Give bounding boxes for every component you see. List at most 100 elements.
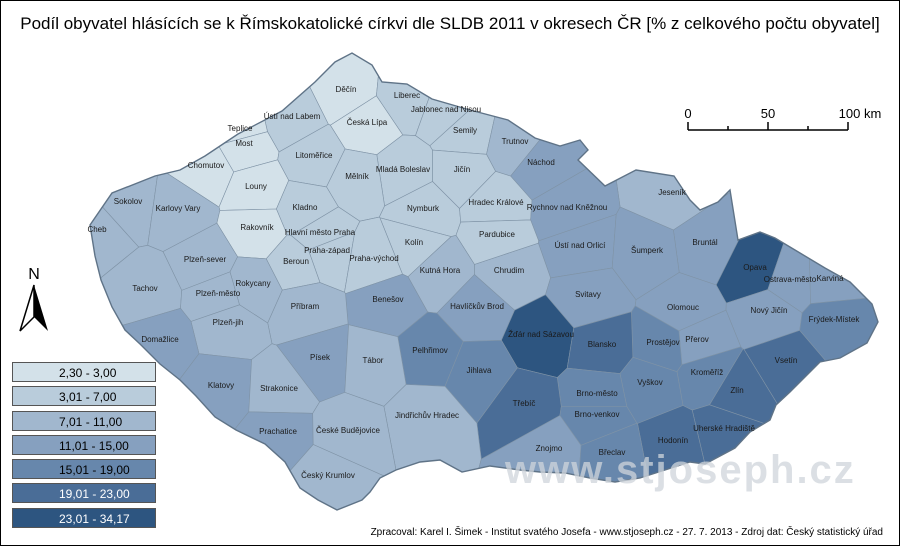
- district-label: Přerov: [685, 335, 709, 344]
- district-label: Třebíč: [513, 399, 536, 408]
- north-label: N: [28, 266, 40, 283]
- district-label: Děčín: [336, 85, 357, 94]
- district-label: Ústí nad Orlicí: [555, 241, 606, 250]
- country-outline: [89, 52, 879, 511]
- district-label: Jindřichův Hradec: [395, 411, 459, 420]
- district-label: Semily: [453, 126, 477, 135]
- district-label: Ústí nad Labem: [264, 112, 321, 121]
- district-label: Prachatice: [259, 427, 297, 436]
- district-label: Tábor: [363, 356, 384, 365]
- district-label: Pardubice: [479, 230, 516, 239]
- district-label: Hradec Králové: [468, 198, 524, 207]
- district-label: Benešov: [372, 295, 403, 304]
- district-label: Blansko: [588, 340, 617, 349]
- district-label: Nový Jičín: [751, 306, 788, 315]
- district-label: Frýdek-Místek: [809, 315, 861, 324]
- district-label: Šumperk: [631, 246, 664, 255]
- district-label: Zlín: [730, 386, 743, 395]
- district-label: Karlovy Vary: [156, 204, 201, 213]
- district-label: Praha-západ: [304, 246, 350, 255]
- district-label: Litoměřice: [296, 151, 333, 160]
- legend-label: 15,01 - 19,00: [59, 463, 130, 478]
- district-label: Hlavní město Praha: [285, 228, 356, 237]
- district-label: Havlíčkův Brod: [450, 302, 504, 311]
- scale-tick-100: 100 km: [839, 106, 882, 121]
- district-label: Tachov: [132, 284, 157, 293]
- district-label: Příbram: [291, 302, 320, 311]
- scale-bar: 0 50 100 km: [684, 106, 882, 131]
- district-label: Kladno: [293, 203, 318, 212]
- district-label: Uherské Hradiště: [693, 424, 755, 433]
- district-label: Chrudim: [494, 266, 525, 275]
- district-label: Praha-východ: [349, 254, 398, 263]
- legend-item: 15,01 - 19,00: [12, 459, 156, 480]
- legend-label: 23,01 - 34,17: [59, 511, 130, 526]
- district-label: Karviná: [816, 274, 844, 283]
- district-label: Cheb: [87, 225, 107, 234]
- district-label: Klatovy: [208, 381, 234, 390]
- legend-item: 11,01 - 15,00: [12, 434, 156, 455]
- district-label: Jeseník: [658, 188, 687, 197]
- watermark: www.stjoseph.cz: [505, 448, 856, 492]
- scale-tick-50: 50: [761, 106, 775, 121]
- legend-item: 23,01 - 34,17: [12, 507, 156, 528]
- district-label: Trutnov: [502, 137, 529, 146]
- district-label: Písek: [310, 353, 331, 362]
- district-label: Beroun: [283, 257, 309, 266]
- credits-text: Zpracoval: Karel I. Šimek - Institut sva…: [370, 527, 883, 538]
- district-label: Rokycany: [235, 279, 270, 288]
- district-label: Liberec: [394, 91, 420, 100]
- legend-label: 7,01 - 11,00: [59, 414, 123, 429]
- district-label: Česká Lípa: [347, 118, 388, 127]
- district-label: České Budějovice: [316, 426, 381, 435]
- district-label: Most: [235, 139, 253, 148]
- district-label: Jičín: [454, 165, 470, 174]
- district-label: Olomouc: [667, 303, 699, 312]
- district-label: Chomutov: [188, 161, 224, 170]
- district-label: Žďár nad Sázavou: [508, 330, 574, 339]
- district-label: Svitavy: [575, 290, 601, 299]
- district-label: Plzeň-jih: [213, 318, 244, 327]
- district-label: Sokolov: [114, 197, 142, 206]
- north-arrow-icon: N: [19, 266, 48, 332]
- district-label: Bruntál: [692, 238, 718, 247]
- legend-label: 19,01 - 23,00: [59, 487, 130, 502]
- district-label: Vyškov: [637, 378, 663, 387]
- district-label: Náchod: [527, 158, 555, 167]
- district-label: Plzeň-sever: [184, 255, 227, 264]
- scale-tick-0: 0: [684, 106, 691, 121]
- legend-item: 2,30 - 3,00: [12, 362, 156, 382]
- district-region: [806, 53, 878, 304]
- district-label: Mělník: [345, 172, 370, 181]
- district-label: Rakovník: [240, 223, 274, 232]
- district-label: Kroměříž: [691, 368, 723, 377]
- district-region: [556, 367, 628, 407]
- district-label: Prostějov: [646, 338, 679, 347]
- district-label: Louny: [245, 182, 267, 191]
- district-label: Mladá Boleslav: [376, 165, 430, 174]
- district-label: Rychnov nad Kněžnou: [527, 203, 608, 212]
- district-label: Břeclav: [599, 448, 626, 457]
- legend-item: 19,01 - 23,00: [12, 483, 156, 504]
- district-label: Nymburk: [407, 204, 440, 213]
- district-label: Český Krumlov: [301, 471, 355, 480]
- district-label: Brno-venkov: [575, 410, 620, 419]
- district-label: Pelhřimov: [412, 346, 448, 355]
- district-label: Kolín: [405, 238, 423, 247]
- district-label: Ostrava-město: [764, 275, 817, 284]
- district-label: Teplice: [228, 124, 253, 133]
- legend: 2,30 - 3,00 3,01 - 7,00 7,01 - 11,00 11,01 …: [12, 362, 156, 532]
- district-label: Jablonec nad Nisou: [411, 105, 481, 114]
- legend-label: 3,01 - 7,00: [59, 390, 117, 405]
- map-title: Podíl obyvatel hlásících se k Římskokato…: [20, 14, 880, 33]
- district-label: Plzeň-město: [196, 289, 241, 298]
- legend-item: 7,01 - 11,00: [12, 410, 156, 431]
- legend-item: 3,01 - 7,00: [12, 386, 156, 407]
- district-label: Znojmo: [536, 444, 563, 453]
- district-label: Kutná Hora: [420, 266, 461, 275]
- district-label: Strakonice: [260, 384, 298, 393]
- district-label: Hodonín: [658, 436, 688, 445]
- legend-label: 11,01 - 15,00: [59, 438, 129, 453]
- legend-label: 2,30 - 3,00: [59, 366, 117, 380]
- district-region: [743, 330, 878, 510]
